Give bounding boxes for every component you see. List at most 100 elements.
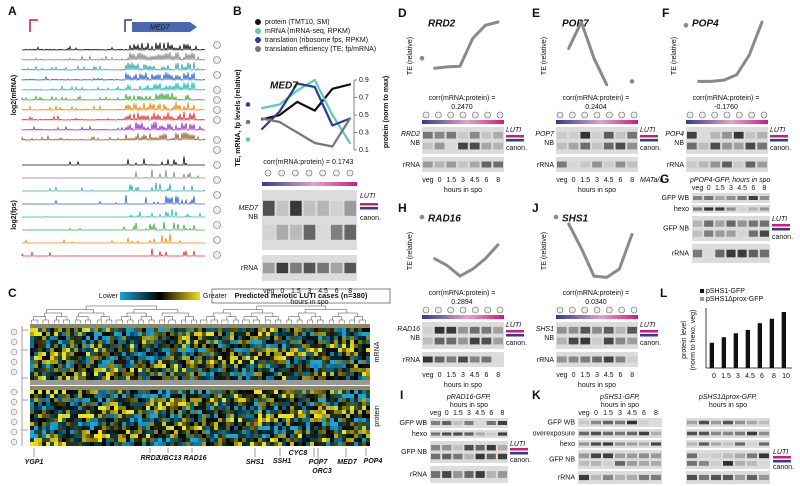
heat-cell <box>246 348 250 352</box>
heat-cell <box>38 332 42 336</box>
heat-cell <box>266 438 270 442</box>
heat-cell <box>38 438 42 442</box>
heat-cell <box>86 438 90 442</box>
heat-cell <box>354 386 358 390</box>
heat-cell <box>154 398 158 402</box>
heat-cell <box>346 348 350 352</box>
label: 0 <box>707 185 711 192</box>
heat-cell <box>102 418 106 422</box>
heat-cell <box>270 426 274 430</box>
heat-cell <box>366 368 370 372</box>
x-tick-label: veg <box>556 177 567 184</box>
heat-cell <box>102 336 106 340</box>
heat-cell <box>202 344 206 348</box>
heat-cell <box>118 390 122 394</box>
heat-cell <box>158 418 162 422</box>
heat-cell <box>290 414 294 418</box>
heat-cell <box>50 356 54 360</box>
blot-band <box>592 337 602 345</box>
heat-cell <box>318 410 322 414</box>
heat-cell <box>242 422 246 426</box>
blot-band <box>687 453 697 459</box>
heat-cell <box>94 426 98 430</box>
heat-cell <box>318 356 322 360</box>
blot-band <box>615 337 626 345</box>
heat-cell <box>314 402 318 406</box>
heat-cell <box>350 442 354 446</box>
blot-band <box>592 356 602 363</box>
heat-cell <box>146 418 150 422</box>
blot-band <box>580 326 591 334</box>
heat-cell <box>234 360 238 364</box>
cell-icon <box>10 428 18 436</box>
heat-cell <box>190 422 194 426</box>
cell-icon <box>556 111 564 119</box>
blot-band <box>453 432 463 436</box>
heat-cell <box>74 406 78 410</box>
blot-band <box>303 200 316 216</box>
heat-cell <box>110 438 114 442</box>
heat-cell <box>214 352 218 356</box>
heat-cell <box>226 328 230 332</box>
x-axis-label: hours in spo <box>290 299 328 306</box>
heat-cell <box>366 386 370 390</box>
heat-cell <box>138 328 142 332</box>
heat-cell <box>30 442 34 446</box>
heat-cell <box>50 394 54 398</box>
heat-cell <box>286 328 290 332</box>
heat-cell <box>202 390 206 394</box>
heat-cell <box>178 368 182 372</box>
heat-cell <box>126 414 130 418</box>
blot-band <box>423 326 433 334</box>
bar <box>733 333 738 368</box>
heat-cell <box>190 332 194 336</box>
heat-cell <box>202 394 206 398</box>
heat-cell <box>298 434 302 438</box>
heat-cell <box>74 410 78 414</box>
track <box>21 132 206 142</box>
blot-band <box>591 453 601 459</box>
blot-band <box>481 326 492 334</box>
heat-cell <box>306 352 310 356</box>
heat-cell <box>170 386 174 390</box>
heat-cell <box>234 398 238 402</box>
heat-cell <box>362 356 366 360</box>
heat-cell <box>346 376 350 380</box>
label: RRD2 <box>140 455 159 462</box>
heat-cell <box>90 434 94 438</box>
heat-cell <box>142 430 146 434</box>
heat-cell <box>170 360 174 364</box>
heat-cell <box>238 398 242 402</box>
heat-cell <box>226 368 230 372</box>
heat-cell <box>82 394 86 398</box>
luti-marker <box>772 224 790 227</box>
heat-cell <box>46 414 50 418</box>
heat-cell <box>90 352 94 356</box>
heat-cell <box>142 332 146 336</box>
heat-cell <box>334 442 338 446</box>
blot-band <box>579 420 589 425</box>
heat-cell <box>362 394 366 398</box>
blot-band <box>748 220 758 227</box>
heat-cell <box>306 414 310 418</box>
heat-cell <box>178 386 182 390</box>
heat-cell <box>30 344 34 348</box>
heat-cell <box>366 360 370 364</box>
heat-cell <box>222 376 226 380</box>
heat-cell <box>154 352 158 356</box>
heat-cell <box>354 438 358 442</box>
heat-cell <box>122 414 126 418</box>
label: LUTI <box>640 322 655 329</box>
heat-cell <box>106 352 110 356</box>
heat-cell <box>98 368 102 372</box>
blot-band <box>704 249 714 258</box>
heat-cell <box>190 402 194 406</box>
x-tick-label: 0 <box>438 372 442 379</box>
heat-cell <box>182 324 186 328</box>
heat-cell <box>290 430 294 434</box>
heat-cell <box>330 406 334 410</box>
blot-band <box>747 461 757 466</box>
heat-cell <box>182 336 186 340</box>
heat-cell <box>266 434 270 438</box>
x-tick-label: veg <box>556 372 567 379</box>
